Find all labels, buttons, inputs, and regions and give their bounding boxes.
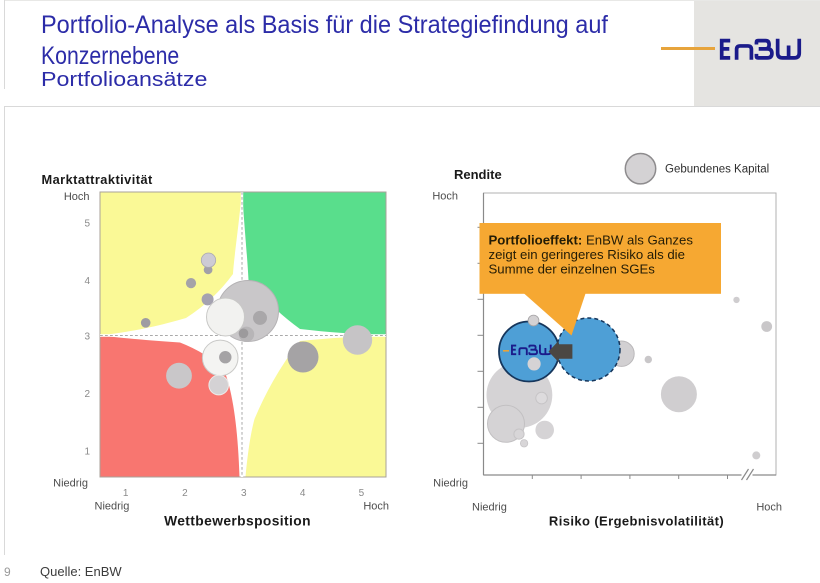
svg-text:Niedrig: Niedrig: [95, 501, 130, 513]
svg-text:Rendite: Rendite: [454, 167, 502, 182]
svg-text:Niedrig: Niedrig: [433, 478, 468, 490]
svg-text:Portfolioeffekt: EnBW als Ganz: Portfolioeffekt: EnBW als Ganzes: [489, 233, 694, 248]
svg-text:Risiko (Ergebnisvolatilität): Risiko (Ergebnisvolatilität): [549, 514, 724, 529]
svg-text:Hoch: Hoch: [756, 502, 782, 514]
svg-text:2: 2: [182, 488, 188, 499]
svg-text:1: 1: [123, 488, 129, 499]
svg-text:Marktattraktivität: Marktattraktivität: [42, 172, 154, 187]
svg-text:Summe der einzelnen SGEs: Summe der einzelnen SGEs: [489, 262, 656, 277]
svg-text:4: 4: [300, 488, 306, 499]
svg-text:5: 5: [84, 219, 90, 230]
svg-text:zeigt ein geringeres Risiko al: zeigt ein geringeres Risiko als die: [489, 247, 685, 262]
svg-text:4: 4: [84, 276, 90, 287]
svg-text:Hoch: Hoch: [432, 191, 458, 203]
svg-text:Gebundenes Kapital: Gebundenes Kapital: [665, 164, 769, 176]
svg-text:1: 1: [84, 447, 90, 458]
svg-text:Hoch: Hoch: [64, 191, 90, 203]
svg-text:Hoch: Hoch: [363, 501, 389, 513]
svg-text:3: 3: [241, 488, 247, 499]
svg-text:2: 2: [84, 389, 90, 400]
svg-text:5: 5: [359, 488, 365, 499]
svg-text:Wettbewerbsposition: Wettbewerbsposition: [164, 514, 311, 529]
svg-text:Niedrig: Niedrig: [53, 478, 88, 490]
svg-text:3: 3: [84, 331, 90, 342]
svg-text:Niedrig: Niedrig: [472, 502, 507, 514]
